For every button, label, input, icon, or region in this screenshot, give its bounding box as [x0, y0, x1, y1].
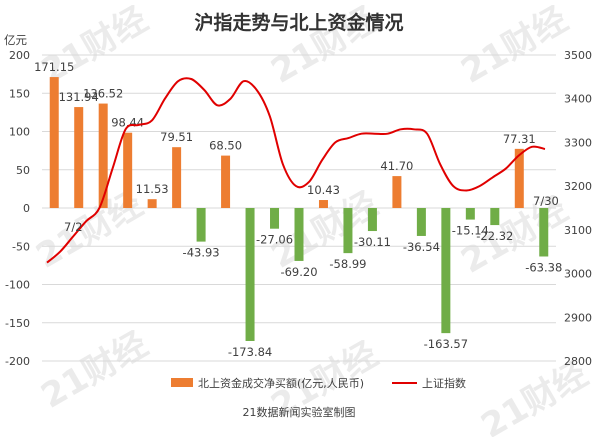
bar-data-label: 68.50: [209, 139, 242, 153]
bar: [245, 208, 255, 341]
annotation-start-date: 7/2: [64, 220, 83, 234]
bar-data-label: -15.14: [452, 224, 489, 238]
bar: [441, 208, 451, 334]
watermark-text: 21财经: [455, 0, 575, 92]
bar: [343, 208, 353, 254]
bar-data-label: 131.94: [59, 90, 99, 104]
bar: [123, 132, 133, 208]
left-axis-tick-label: -50: [12, 240, 30, 253]
bar-data-label: -58.99: [329, 257, 366, 271]
bar-data-label: 10.43: [307, 183, 340, 197]
bar: [392, 176, 402, 208]
bar: [514, 148, 524, 208]
left-axis-tick-label: 150: [9, 87, 30, 100]
bar: [270, 208, 280, 229]
bar-data-label: 171.15: [34, 60, 74, 74]
index-line: [46, 77, 546, 264]
right-axis-tick-label: 3200: [564, 180, 592, 193]
right-axis-tick-label: 2800: [564, 355, 592, 368]
bar-data-label: -163.57: [424, 337, 468, 351]
annotations: 7/2 7/30: [64, 194, 559, 234]
left-axis-tick-label: 50: [16, 164, 30, 177]
bar-data-label: -63.38: [525, 260, 562, 274]
bar-data-label: 79.51: [160, 130, 193, 144]
right-axis-tick-label: 3300: [564, 136, 592, 149]
bar: [367, 208, 377, 232]
bar: [98, 103, 108, 208]
bar: [490, 208, 500, 226]
legend-bar-label: 北上资金成交净买额(亿元,人民币): [198, 376, 364, 390]
bar: [416, 208, 426, 236]
bar: [147, 199, 157, 208]
legend-line-label: 上证指数: [422, 376, 466, 390]
bar: [196, 208, 206, 242]
left-axis-unit-label: 亿元: [4, 33, 27, 47]
bar: [465, 208, 475, 220]
source-credit: 21数据新闻实验室制图: [243, 405, 356, 419]
left-axis-tick-label: 0: [23, 202, 30, 215]
right-axis: 3500 3400 3300 3200 3100 3000 2900 2800: [564, 49, 592, 368]
bar: [539, 208, 549, 257]
left-axis-tick-label: -200: [5, 355, 30, 368]
bar-data-label: -22.32: [476, 229, 513, 243]
left-axis-tick-label: -100: [5, 279, 30, 292]
legend-bar-swatch: [171, 378, 193, 387]
right-axis-tick-label: 3400: [564, 93, 592, 106]
bar: [221, 155, 231, 208]
bar-data-label: 77.31: [503, 132, 536, 146]
left-axis-tick-label: 100: [9, 126, 30, 139]
bar-data-label: 11.53: [136, 182, 169, 196]
line-series: [46, 77, 546, 264]
bar-data-label: -36.54: [403, 240, 440, 254]
left-axis: 200 150 100 50 0 -50 -100 -150 -200: [5, 49, 30, 368]
annotation-end-date: 7/30: [533, 194, 559, 208]
bar-data-labels: 171.15131.94136.5298.4411.5379.51-43.936…: [34, 60, 562, 359]
right-axis-tick-label: 3500: [564, 49, 592, 62]
bar-data-label: 136.52: [83, 87, 123, 101]
legend: 北上资金成交净买额(亿元,人民币) 上证指数: [171, 376, 466, 390]
right-axis-tick-label: 2900: [564, 311, 592, 324]
right-axis-tick-label: 3100: [564, 224, 592, 237]
bar-data-label: -69.20: [280, 265, 317, 279]
bar: [74, 107, 84, 208]
bar: [49, 77, 59, 208]
bar-data-label: -43.93: [183, 246, 220, 260]
left-axis-tick-label: -150: [5, 317, 30, 330]
bar-data-label: -173.84: [228, 345, 272, 359]
bar-data-label: -30.11: [354, 235, 391, 249]
bar: [294, 208, 304, 261]
bar-series: [49, 77, 549, 341]
bar: [172, 147, 182, 208]
left-axis-tick-label: 200: [9, 49, 30, 62]
bar: [318, 200, 328, 208]
bar-data-label: -27.06: [256, 233, 293, 247]
watermark-text: 21财经: [35, 324, 155, 416]
chart-title: 沪指走势与北上资金情况: [194, 11, 403, 34]
bar-data-label: 41.70: [380, 159, 413, 173]
right-axis-tick-label: 3000: [564, 268, 592, 281]
